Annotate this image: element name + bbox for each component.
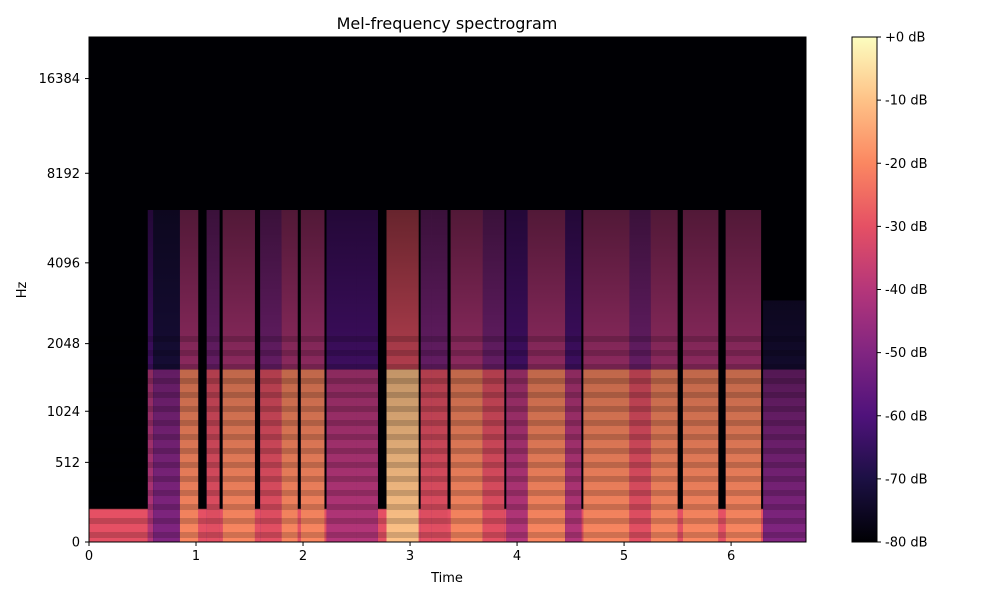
y-tick-label: 512 [55,456,80,471]
x-tick-label: 3 [406,549,414,564]
x-axis: 0 1 2 3 4 5 6 [85,542,735,564]
chart-title: Mel-frequency spectrogram [337,14,558,33]
colorbar-tick-label: -30 dB [885,220,928,235]
colorbar-tick-label: +0 dB [885,31,925,46]
colorbar [851,36,878,543]
harmonic-texture [89,330,806,542]
y-tick-label: 8192 [47,167,80,182]
x-axis-label: Time [430,571,463,586]
x-tick-label: 1 [192,549,200,564]
y-axis-label: Hz [15,282,30,299]
colorbar-tick-label: -80 dB [885,536,928,551]
x-tick-label: 4 [513,549,521,564]
colorbar-tick-label: -20 dB [885,157,928,172]
x-tick-label: 2 [299,549,307,564]
y-tick-label: 1024 [47,405,80,420]
plot-area [89,37,806,542]
colorbar-tick-label: -60 dB [885,409,928,424]
colorbar-tick-label: -10 dB [885,94,928,109]
x-tick-label: 5 [620,549,628,564]
colorbar-tick-label: -70 dB [885,472,928,487]
y-tick-label: 16384 [39,72,80,87]
plot-frame [88,36,807,543]
y-axis: 0 512 1024 2048 4096 8192 16384 [39,72,89,551]
colorbar-tick-label: -50 dB [885,346,928,361]
y-tick-label: 2048 [47,337,80,352]
x-tick-label: 6 [727,549,735,564]
x-tick-label: 0 [85,549,93,564]
y-tick-label: 0 [72,536,80,551]
y-tick-label: 4096 [47,256,80,271]
colorbar-tick-label: -40 dB [885,283,928,298]
colorbar-axis: +0 dB -10 dB -20 dB -30 dB -40 dB -50 dB -60 d… [877,31,928,551]
